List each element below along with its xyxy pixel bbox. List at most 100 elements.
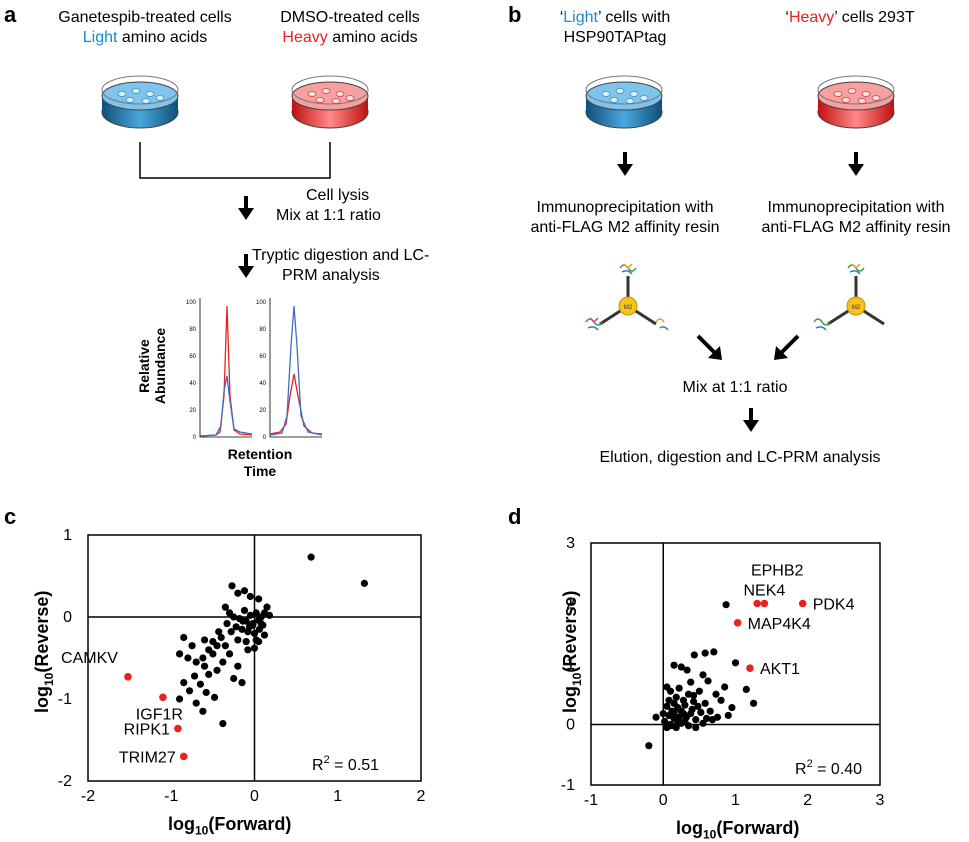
- scatter-point: [670, 708, 678, 717]
- r-squared-c: R2 = 0.51: [312, 754, 379, 774]
- panel-a-right-line2: Heavy amino acids: [282, 29, 418, 46]
- scatter-point: [245, 623, 254, 631]
- highlighted-point-trim27: [179, 752, 188, 761]
- xtick-d: 1: [731, 792, 740, 809]
- scatter-point: [219, 720, 227, 728]
- scatter-point: [731, 659, 740, 667]
- scatter-point: [234, 589, 242, 597]
- panel-a-left-condition: Ganetespib-treated cells Light amino aci…: [30, 8, 260, 48]
- scatter-point: [681, 701, 689, 709]
- scatter-point: [217, 633, 225, 642]
- highlighted-point-pdk4: [798, 599, 807, 608]
- scatter-point: [695, 687, 703, 695]
- panel-b-arrow-left-icon: [617, 152, 633, 176]
- point-label-akt1: AKT1: [760, 661, 800, 678]
- panel-a-left-line2: Light amino acids: [82, 29, 208, 46]
- highlighted-point-nek4: [760, 599, 769, 608]
- panel-b-mix: Mix at 1:1 ratio: [682, 379, 788, 396]
- panel-d-ylabel: log10(Reverse): [560, 590, 584, 713]
- scatter-point: [175, 650, 184, 658]
- scatter-point: [234, 662, 242, 670]
- scatter-point: [188, 642, 196, 650]
- scatter-point: [704, 677, 712, 685]
- scatter-point: [225, 650, 234, 658]
- point-label-ephb2: EPHB2: [751, 563, 804, 580]
- xtick-d: -1: [584, 792, 598, 809]
- panel-a-step2-line2: PRM analysis: [282, 267, 380, 284]
- panel-b-right-cells: ‘Heavy’ cells 293T: [785, 9, 915, 26]
- scatter-point: [706, 707, 714, 715]
- scatter-point: [694, 702, 702, 710]
- scatter-point: [221, 603, 229, 611]
- highlighted-point-camkv: [124, 673, 132, 681]
- scatter-point: [659, 710, 667, 718]
- scatter-point: [675, 684, 683, 692]
- scatter-point: [192, 658, 200, 666]
- panel-b-left-line2: HSP90TAPtag: [563, 29, 667, 46]
- scatter-point: [687, 678, 695, 686]
- scatter-point: [185, 687, 194, 695]
- scatter-point: [257, 619, 265, 628]
- xtick-d: 2: [803, 792, 812, 809]
- scatter-point: [196, 680, 204, 688]
- scatter-point: [661, 717, 669, 726]
- scatter-point: [215, 628, 223, 636]
- scatter-point: [205, 646, 213, 654]
- scatter-point: [255, 595, 263, 603]
- panel-a-arrow-2-icon: [238, 254, 254, 278]
- scatter-point: [230, 674, 238, 683]
- panel-b-ip-left: Immunoprecipitation with anti-FLAG M2 aff…: [530, 199, 720, 236]
- panel-b-final: Elution, digestion and LC-PRM analysis: [599, 449, 881, 466]
- chrom-right-tick-60: 60: [259, 354, 266, 360]
- chrom-left-tick-100: 100: [186, 300, 197, 306]
- scatter-point: [710, 648, 718, 656]
- ytick-c: -2: [58, 773, 72, 790]
- scatter-point: [246, 592, 254, 601]
- scatter-point: [175, 695, 184, 703]
- scatter-point: [209, 638, 217, 646]
- highlighted-point-ripk1: [174, 724, 182, 733]
- highlighted-point-akt1: [746, 664, 754, 673]
- scatter-point: [180, 679, 188, 687]
- xtick-c: -2: [81, 788, 95, 805]
- panel-a-step1-line1: Cell lysis: [306, 187, 370, 204]
- panel-a-plot-xlabel: Retention Time: [227, 446, 293, 479]
- point-label-camkv: CAMKV: [61, 650, 118, 667]
- panel-b-diag-arrow-right-icon: [774, 334, 800, 360]
- chrom-left-tick-0: 0: [193, 435, 197, 441]
- scatter-point: [717, 696, 725, 704]
- ytick-d: 2: [566, 596, 575, 613]
- scatter-point: [663, 702, 671, 710]
- scatter-point: [749, 699, 758, 707]
- scatter-point: [199, 707, 207, 715]
- panel-b-right-bead-icon: M2: [813, 263, 885, 331]
- ytick-d: -1: [561, 777, 575, 794]
- scatter-point: [221, 642, 229, 650]
- scatter-point: [190, 672, 199, 680]
- scatter-point: [721, 683, 729, 691]
- scatter-point: [210, 693, 219, 701]
- chrom-left-tick-80: 80: [189, 327, 196, 333]
- plot-frame-d: [590, 542, 881, 786]
- scatter-point: [663, 723, 671, 732]
- scatter-point: [674, 717, 682, 726]
- scatter-point: [263, 603, 271, 611]
- scatter-point: [307, 553, 315, 561]
- left-bead-label: M2: [624, 305, 633, 311]
- scatter-point: [670, 661, 678, 669]
- panel-d-letter: d: [508, 504, 522, 529]
- panel-b-ip-right: Immunoprecipitation with anti-FLAG M2 aff…: [761, 199, 951, 236]
- scatter-point: [689, 691, 698, 700]
- scatter-point: [223, 619, 231, 628]
- scatter-point: [232, 623, 240, 631]
- scatter-point: [683, 666, 691, 674]
- r-squared-d: R2 = 0.40: [795, 758, 862, 778]
- scatter-point: [184, 654, 192, 662]
- xtick-d: 3: [876, 792, 885, 809]
- scatter-point: [246, 611, 254, 619]
- panel-c-letter: c: [4, 504, 17, 529]
- panel-a-step2: Tryptic digestion and LC- PRM analysis: [252, 246, 472, 286]
- scatter-point: [701, 649, 709, 657]
- scatter-point: [677, 663, 685, 671]
